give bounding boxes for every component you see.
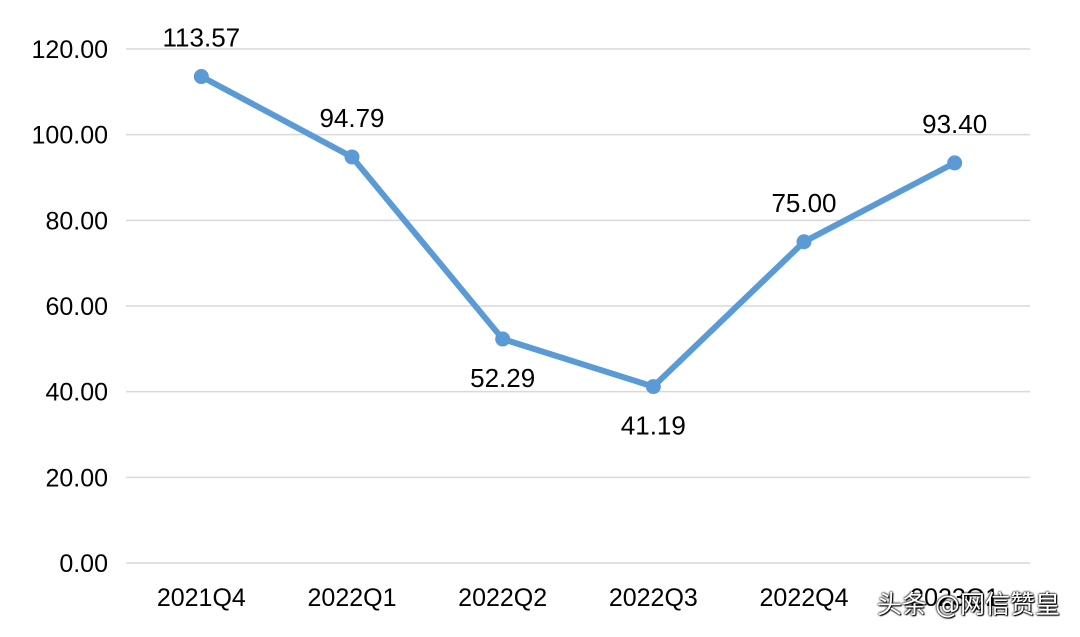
data-point xyxy=(947,155,963,171)
data-point xyxy=(495,331,511,347)
series-line-layer xyxy=(198,73,958,390)
x-tick-label: 2023Q1 xyxy=(910,584,999,612)
y-axis-ticks: 0.00 20.00 40.00 60.00 80.00 100.00 120.00 xyxy=(32,36,108,578)
data-label: 41.19 xyxy=(621,411,686,441)
x-tick-label: 2022Q2 xyxy=(458,584,547,612)
x-axis-ticks: 2021Q4 2022Q1 2022Q2 2022Q3 2022Q4 2023Q1 xyxy=(157,584,999,612)
y-tick-label: 40.00 xyxy=(45,379,108,407)
data-label: 94.79 xyxy=(319,103,384,133)
data-label: 93.40 xyxy=(922,109,987,139)
y-tick-label: 100.00 xyxy=(32,122,108,150)
x-tick-label: 2021Q4 xyxy=(157,584,246,612)
data-point xyxy=(344,149,360,165)
x-tick-label: 2022Q3 xyxy=(609,584,698,612)
y-tick-label: 80.00 xyxy=(45,207,108,235)
data-point xyxy=(193,69,209,85)
data-label: 75.00 xyxy=(771,188,836,218)
grid-layer xyxy=(126,48,1030,564)
y-tick-label: 60.00 xyxy=(45,293,108,321)
y-tick-label: 120.00 xyxy=(32,36,108,64)
series-points-layer xyxy=(193,69,963,395)
data-label: 113.57 xyxy=(163,23,241,53)
data-labels-layer: 113.57 94.79 52.29 41.19 75.00 93.40 xyxy=(163,23,988,441)
watermark-text: 头条 @网信赞皇 xyxy=(877,590,1060,619)
data-point xyxy=(645,379,661,395)
y-tick-label: 0.00 xyxy=(59,550,108,578)
y-tick-label: 20.00 xyxy=(45,464,108,492)
data-label: 52.29 xyxy=(470,363,535,393)
series-line xyxy=(198,73,958,390)
data-point xyxy=(796,234,812,250)
x-tick-label: 2022Q1 xyxy=(308,584,397,612)
x-tick-label: 2022Q4 xyxy=(760,584,849,612)
